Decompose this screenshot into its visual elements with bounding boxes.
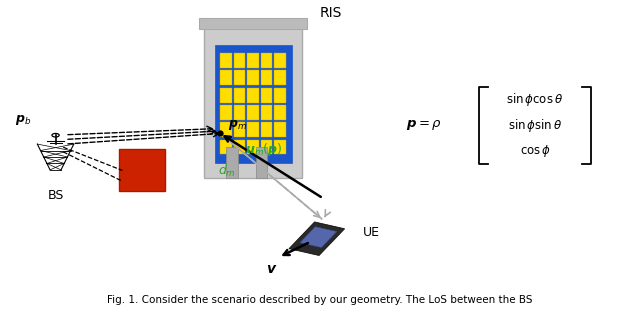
Text: $\sin\phi\cos\theta$: $\sin\phi\cos\theta$ xyxy=(506,91,564,108)
Bar xyxy=(275,88,286,103)
Bar xyxy=(261,140,273,154)
Text: $d_m$: $d_m$ xyxy=(218,162,236,178)
Bar xyxy=(247,70,259,85)
Bar xyxy=(220,140,232,154)
Bar xyxy=(275,53,286,68)
Bar xyxy=(234,70,245,85)
Bar xyxy=(220,70,232,85)
Bar xyxy=(247,105,259,120)
Bar xyxy=(234,122,245,137)
Text: Fig. 1. Consider the scenario described by our geometry. The LoS between the BS: Fig. 1. Consider the scenario described … xyxy=(108,295,532,305)
Text: $\boldsymbol{u}_m(\boldsymbol{p})$: $\boldsymbol{u}_m(\boldsymbol{p})$ xyxy=(246,141,283,158)
Bar xyxy=(214,45,292,163)
Polygon shape xyxy=(300,227,337,248)
Bar xyxy=(234,53,245,68)
Bar xyxy=(275,122,286,137)
Bar xyxy=(247,53,259,68)
Bar xyxy=(234,140,245,154)
Text: UE: UE xyxy=(363,226,380,239)
Bar xyxy=(275,140,286,154)
Bar xyxy=(261,88,273,103)
Text: $\boldsymbol{p}_m$: $\boldsymbol{p}_m$ xyxy=(228,118,246,132)
Bar xyxy=(247,122,259,137)
Bar xyxy=(220,88,232,103)
Bar xyxy=(261,53,273,68)
Bar xyxy=(227,147,237,178)
Bar xyxy=(247,140,259,154)
Text: $\boldsymbol{p} = \rho$: $\boldsymbol{p} = \rho$ xyxy=(406,119,442,132)
Polygon shape xyxy=(289,222,344,255)
Bar xyxy=(199,18,307,29)
Bar xyxy=(256,147,268,178)
Bar xyxy=(261,122,273,137)
Text: $\boldsymbol{v}$: $\boldsymbol{v}$ xyxy=(266,262,278,276)
Bar xyxy=(275,105,286,120)
Bar xyxy=(261,105,273,120)
Text: BS: BS xyxy=(47,189,64,202)
Text: $\sin\phi\sin\theta$: $\sin\phi\sin\theta$ xyxy=(508,117,562,134)
Bar xyxy=(247,88,259,103)
Bar xyxy=(234,88,245,103)
Bar xyxy=(234,105,245,120)
Bar xyxy=(275,70,286,85)
Text: $\boldsymbol{p}_b$: $\boldsymbol{p}_b$ xyxy=(15,113,31,127)
Text: $\cos\phi$: $\cos\phi$ xyxy=(520,143,550,159)
Bar xyxy=(220,122,232,137)
Text: RIS: RIS xyxy=(320,6,342,20)
Bar xyxy=(220,105,232,120)
Bar xyxy=(220,53,232,68)
Bar xyxy=(261,70,273,85)
Bar xyxy=(204,23,303,178)
Bar xyxy=(119,149,165,191)
